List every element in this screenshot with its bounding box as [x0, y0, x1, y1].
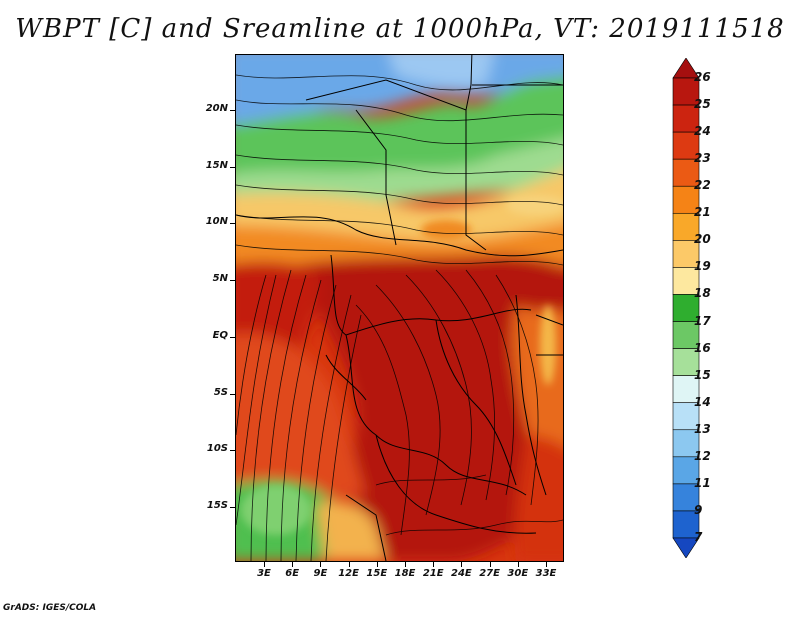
lat-tick — [230, 336, 235, 338]
lon-tick — [405, 562, 406, 567]
colorbar-label: 24 — [694, 124, 711, 139]
country-borders — [236, 55, 563, 561]
colorbar-segment — [672, 456, 700, 485]
colorbar-label: 14 — [694, 394, 711, 409]
colorbar-label: 20 — [694, 232, 711, 247]
lon-label: 24E — [451, 568, 472, 579]
lat-tick — [230, 110, 235, 111]
colorbar-label: 18 — [694, 286, 711, 301]
colorbar-label: 19 — [694, 259, 711, 274]
lon-tick — [264, 562, 265, 567]
colorbar-segment — [672, 294, 700, 322]
lat-label: 15S — [206, 500, 228, 511]
colorbar-segment — [672, 537, 700, 558]
colorbar-segment — [672, 267, 700, 295]
wbpt-field-map — [236, 55, 563, 561]
lat-label: 15N — [205, 159, 228, 171]
lat-tick — [230, 280, 235, 282]
lat-tick — [230, 166, 235, 168]
colorbar-label: 22 — [694, 178, 711, 193]
lat-tick — [230, 507, 235, 508]
streamlines — [236, 74, 563, 561]
colorbar-label: 17 — [694, 313, 711, 328]
lat-label: 10N — [205, 216, 228, 228]
colorbar-segment — [672, 77, 700, 106]
lon-tick — [292, 562, 294, 567]
colorbar-label: 26 — [694, 70, 711, 84]
lon-tick — [517, 562, 519, 567]
colorbar — [672, 58, 700, 558]
lon-label: 18E — [394, 568, 416, 579]
map-panel — [235, 54, 564, 562]
colorbar-label: 13 — [694, 421, 711, 436]
lat-tick — [230, 223, 235, 225]
lat-label: EQ — [212, 329, 228, 341]
lon-label: 12E — [338, 568, 359, 579]
colorbar-segment — [672, 185, 700, 214]
lon-label: 3E — [257, 568, 271, 579]
lon-label: 33E — [535, 568, 557, 579]
map-title: WBPT [C] and Sreamline at 1000hPa, VT: 2… — [15, 14, 785, 44]
lon-tick — [546, 562, 547, 567]
colorbar-segment — [672, 483, 700, 512]
colorbar-label: 16 — [694, 340, 711, 355]
grads-credit: GrADS: IGES/COLA — [3, 603, 97, 613]
colorbar-label: 15 — [694, 367, 711, 382]
lat-label: 5N — [212, 273, 228, 285]
lat-tick — [230, 450, 235, 452]
lon-tick — [461, 562, 463, 567]
lon-label: 6E — [285, 568, 300, 579]
colorbar-label: 25 — [694, 97, 711, 112]
colorbar-label: 23 — [694, 151, 711, 166]
lat-label: 5S — [213, 386, 228, 398]
lon-tick — [433, 562, 435, 567]
lon-label: 30E — [507, 568, 529, 579]
colorbar-segment — [672, 429, 700, 458]
colorbar-segment — [672, 510, 700, 539]
colorbar-label: 7 — [694, 530, 703, 544]
lon-label: 27E — [479, 568, 500, 579]
lon-tick — [489, 562, 491, 567]
lon-label: 15E — [366, 568, 388, 579]
lat-label: 10S — [206, 443, 228, 455]
lat-label: 20N — [205, 103, 228, 114]
lat-tick — [230, 393, 235, 395]
lon-tick — [320, 562, 322, 567]
colorbar-segment — [672, 375, 700, 404]
colorbar-segment — [672, 402, 700, 431]
colorbar-segment — [672, 212, 700, 241]
colorbar-label: 11 — [694, 475, 711, 490]
colorbar-label: 9 — [694, 502, 703, 517]
lon-label: 9E — [313, 568, 328, 579]
lon-tick — [348, 562, 350, 567]
colorbar-segment — [672, 348, 700, 376]
colorbar-label: 21 — [694, 205, 711, 220]
lon-tick — [376, 562, 378, 567]
colorbar-label: 12 — [694, 448, 711, 463]
colorbar-segment — [672, 240, 700, 268]
lon-label: 21E — [422, 568, 444, 579]
